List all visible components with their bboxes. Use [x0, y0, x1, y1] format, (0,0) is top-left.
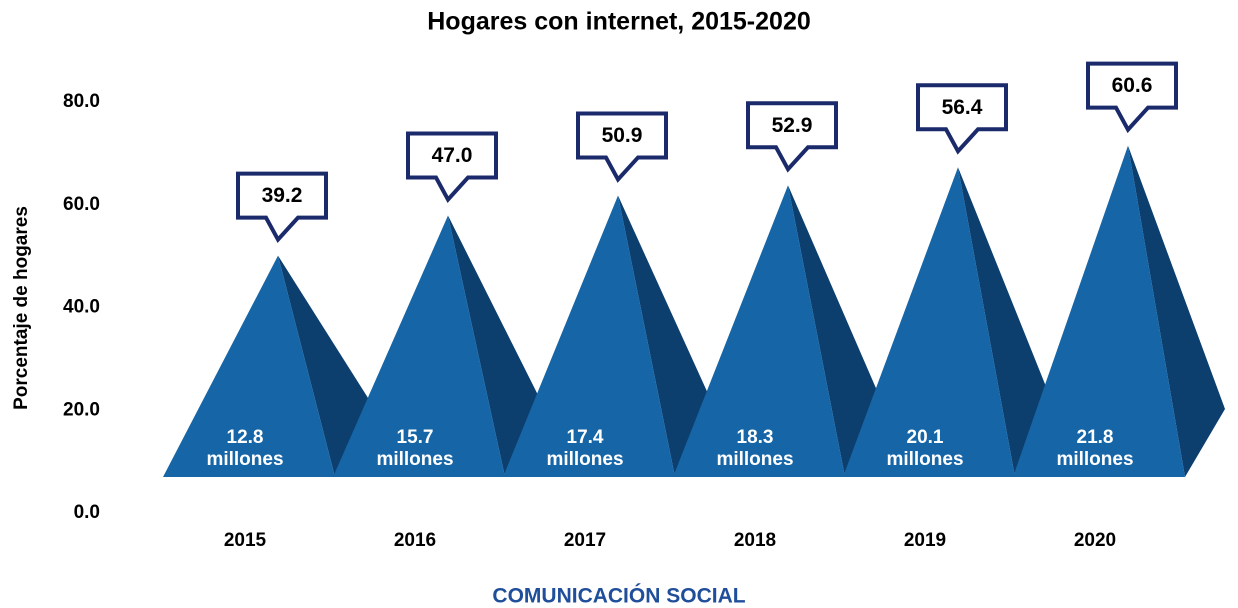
callout	[1086, 61, 1178, 134]
x-tick-label: 2017	[564, 530, 606, 551]
value-label: 50.9	[602, 124, 643, 147]
annotation: 18.3 millones	[716, 427, 794, 470]
pyramid-side	[788, 185, 885, 477]
callout	[746, 101, 838, 173]
x-tick-label: 2015	[224, 530, 267, 551]
y-tick-label: 80.0	[63, 91, 100, 112]
pyramid	[1013, 145, 1185, 478]
value-label: 60.6	[1112, 74, 1153, 97]
x-tick-label: 2019	[904, 530, 946, 551]
pyramid-side	[278, 255, 375, 477]
value-label: 56.4	[942, 96, 983, 119]
pyramid-side	[958, 167, 1055, 477]
callout	[916, 83, 1008, 155]
chart-title: Hogares con internet, 2015-2020	[427, 8, 811, 36]
y-tick-label: 40.0	[63, 297, 100, 318]
pyramid	[163, 255, 335, 477]
y-axis-label: Porcentaje de hogares	[11, 206, 32, 410]
value-label: 47.0	[432, 144, 473, 167]
value-label: 39.2	[262, 184, 303, 207]
y-tick-label: 60.0	[63, 194, 100, 215]
pyramid	[843, 167, 1015, 477]
pyramid-side	[618, 195, 715, 477]
y-tick-label: 20.0	[63, 399, 100, 420]
pyramid	[333, 215, 505, 477]
x-tick-label: 2020	[1074, 530, 1116, 551]
callout	[406, 131, 498, 203]
pyramid	[503, 195, 675, 477]
value-label: 52.9	[772, 114, 813, 137]
annotation: 15.7 millones	[376, 427, 454, 470]
y-tick-label: 0.0	[74, 502, 100, 523]
footer: COMUNICACIÓN SOCIAL	[492, 584, 745, 608]
callout	[236, 171, 328, 244]
annotation: 21.8 millones	[1056, 427, 1134, 470]
pyramid-side	[448, 215, 545, 477]
x-tick-label: 2018	[734, 530, 776, 551]
pyramid	[673, 185, 845, 477]
callout	[576, 111, 668, 183]
annotation: 17.4 millones	[546, 427, 624, 470]
annotation: 12.8 millones	[206, 427, 284, 470]
pyramid-side	[1128, 145, 1225, 478]
x-tick-label: 2016	[394, 530, 436, 551]
annotation: 20.1 millones	[886, 427, 964, 470]
